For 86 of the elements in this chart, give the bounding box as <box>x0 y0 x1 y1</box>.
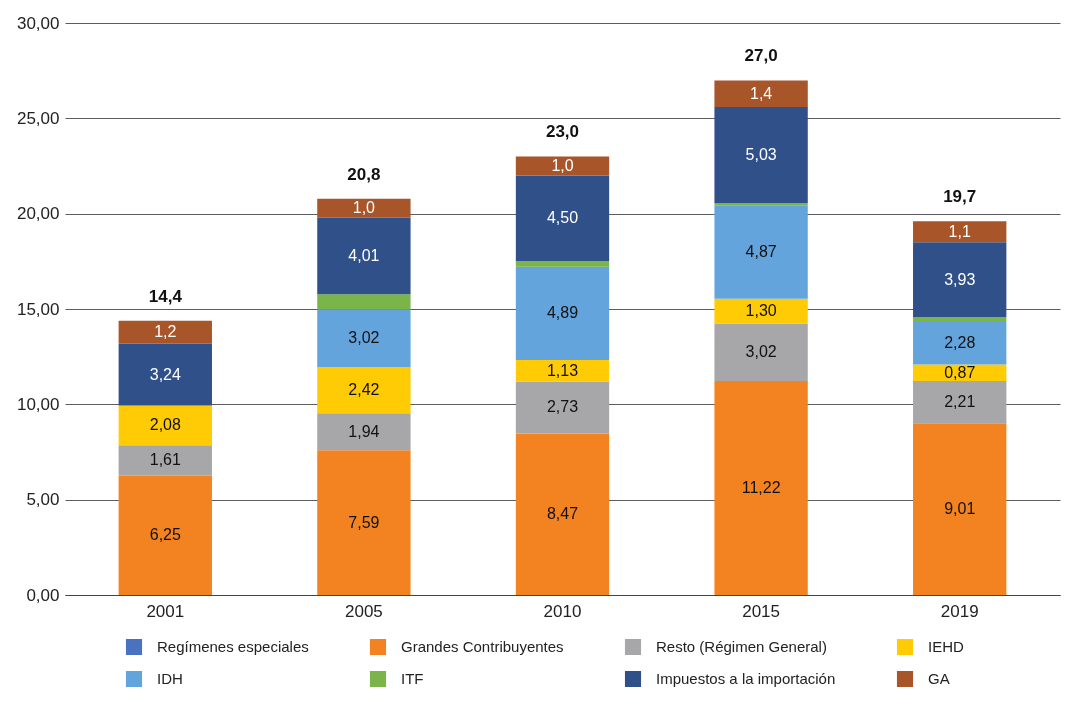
bar <box>118 405 212 446</box>
legend-label: ITF <box>401 670 424 687</box>
bar <box>317 450 411 595</box>
bar <box>913 321 1007 365</box>
total-label: 19,7 <box>943 187 977 207</box>
legend-label: Regímenes especiales <box>157 638 309 655</box>
total-label: 27,0 <box>744 46 778 66</box>
data-label: 3,02 <box>745 343 777 361</box>
data-label: 1,0 <box>551 157 574 174</box>
bar <box>913 317 1007 322</box>
legend-label: IEHD <box>928 638 964 655</box>
data-label: 3,24 <box>149 365 181 383</box>
legend-label: GA <box>928 670 950 687</box>
bar <box>118 343 212 406</box>
data-label: 1,1 <box>948 222 971 240</box>
data-label: 2,21 <box>944 393 976 411</box>
data-label: 3,93 <box>944 270 976 288</box>
data-label: 3,02 <box>348 329 380 347</box>
data-label: 0,87 <box>944 363 976 381</box>
legend-label: Resto (Régimen General) <box>656 638 827 655</box>
data-label: 1,4 <box>749 84 773 102</box>
data-label: 1,61 <box>149 451 181 469</box>
y-tick-label: 15,00 <box>16 299 60 319</box>
total-label: 23,0 <box>545 122 580 142</box>
data-label: 4,89 <box>546 304 579 322</box>
data-label: 2,28 <box>944 333 976 351</box>
bar <box>913 381 1007 424</box>
bar <box>515 433 610 595</box>
data-label: 4,87 <box>745 243 777 261</box>
bar <box>317 198 411 218</box>
x-tick-label: 2005 <box>344 601 383 621</box>
bar <box>515 261 610 267</box>
bar <box>118 475 212 595</box>
bar <box>118 445 212 476</box>
data-label: 1,30 <box>745 302 777 320</box>
bar <box>714 298 808 324</box>
y-tick-label: 30,00 <box>16 13 60 33</box>
legend-label: IDH <box>157 670 183 687</box>
bar <box>317 413 411 451</box>
data-label: 2,73 <box>546 398 579 416</box>
data-label: 5,03 <box>745 146 777 164</box>
data-label: 2,42 <box>348 381 380 399</box>
y-tick-label: 5,00 <box>26 490 60 510</box>
x-tick-label: 2019 <box>940 601 979 621</box>
data-label: 6,25 <box>149 526 181 544</box>
data-label: 2,08 <box>149 416 181 434</box>
y-tick-label: 25,00 <box>16 108 60 128</box>
y-tick-label: 0,00 <box>26 585 60 605</box>
data-label: 1,94 <box>348 422 380 440</box>
data-label: 1,13 <box>546 361 579 379</box>
bar <box>913 423 1007 595</box>
legend-label: Grandes Contribuyentes <box>401 638 564 655</box>
bar <box>317 309 411 368</box>
data-label: 9,01 <box>944 500 976 518</box>
total-label: 14,4 <box>148 286 183 306</box>
bar <box>714 381 808 595</box>
bar <box>714 205 808 299</box>
data-label: 1,2 <box>154 323 177 341</box>
x-tick-label: 2010 <box>543 601 582 621</box>
bar <box>118 320 212 344</box>
bar <box>913 242 1007 318</box>
bar <box>515 175 610 262</box>
bar <box>317 367 411 414</box>
data-label: 11,22 <box>741 479 781 497</box>
y-tick-label: 20,00 <box>16 204 60 224</box>
bar <box>317 294 411 310</box>
bar <box>714 202 808 206</box>
bar <box>515 266 610 360</box>
x-tick-label: 2001 <box>146 601 185 621</box>
bar <box>714 323 808 382</box>
data-label: 8,47 <box>546 505 579 523</box>
data-label: 1,0 <box>352 199 376 217</box>
bar <box>913 221 1007 243</box>
bar <box>913 364 1007 382</box>
bar <box>515 156 610 176</box>
total-label: 20,8 <box>347 164 381 184</box>
bar <box>714 80 808 108</box>
bar <box>515 381 610 434</box>
data-label: 4,01 <box>348 247 380 265</box>
data-label: 7,59 <box>348 513 380 531</box>
legend-label: Impuestos a la importación <box>656 670 836 687</box>
y-tick-label: 10,00 <box>16 394 60 414</box>
bar <box>317 217 411 295</box>
data-label: 4,50 <box>546 209 579 227</box>
bar <box>714 107 808 203</box>
x-tick-label: 2015 <box>742 601 781 621</box>
